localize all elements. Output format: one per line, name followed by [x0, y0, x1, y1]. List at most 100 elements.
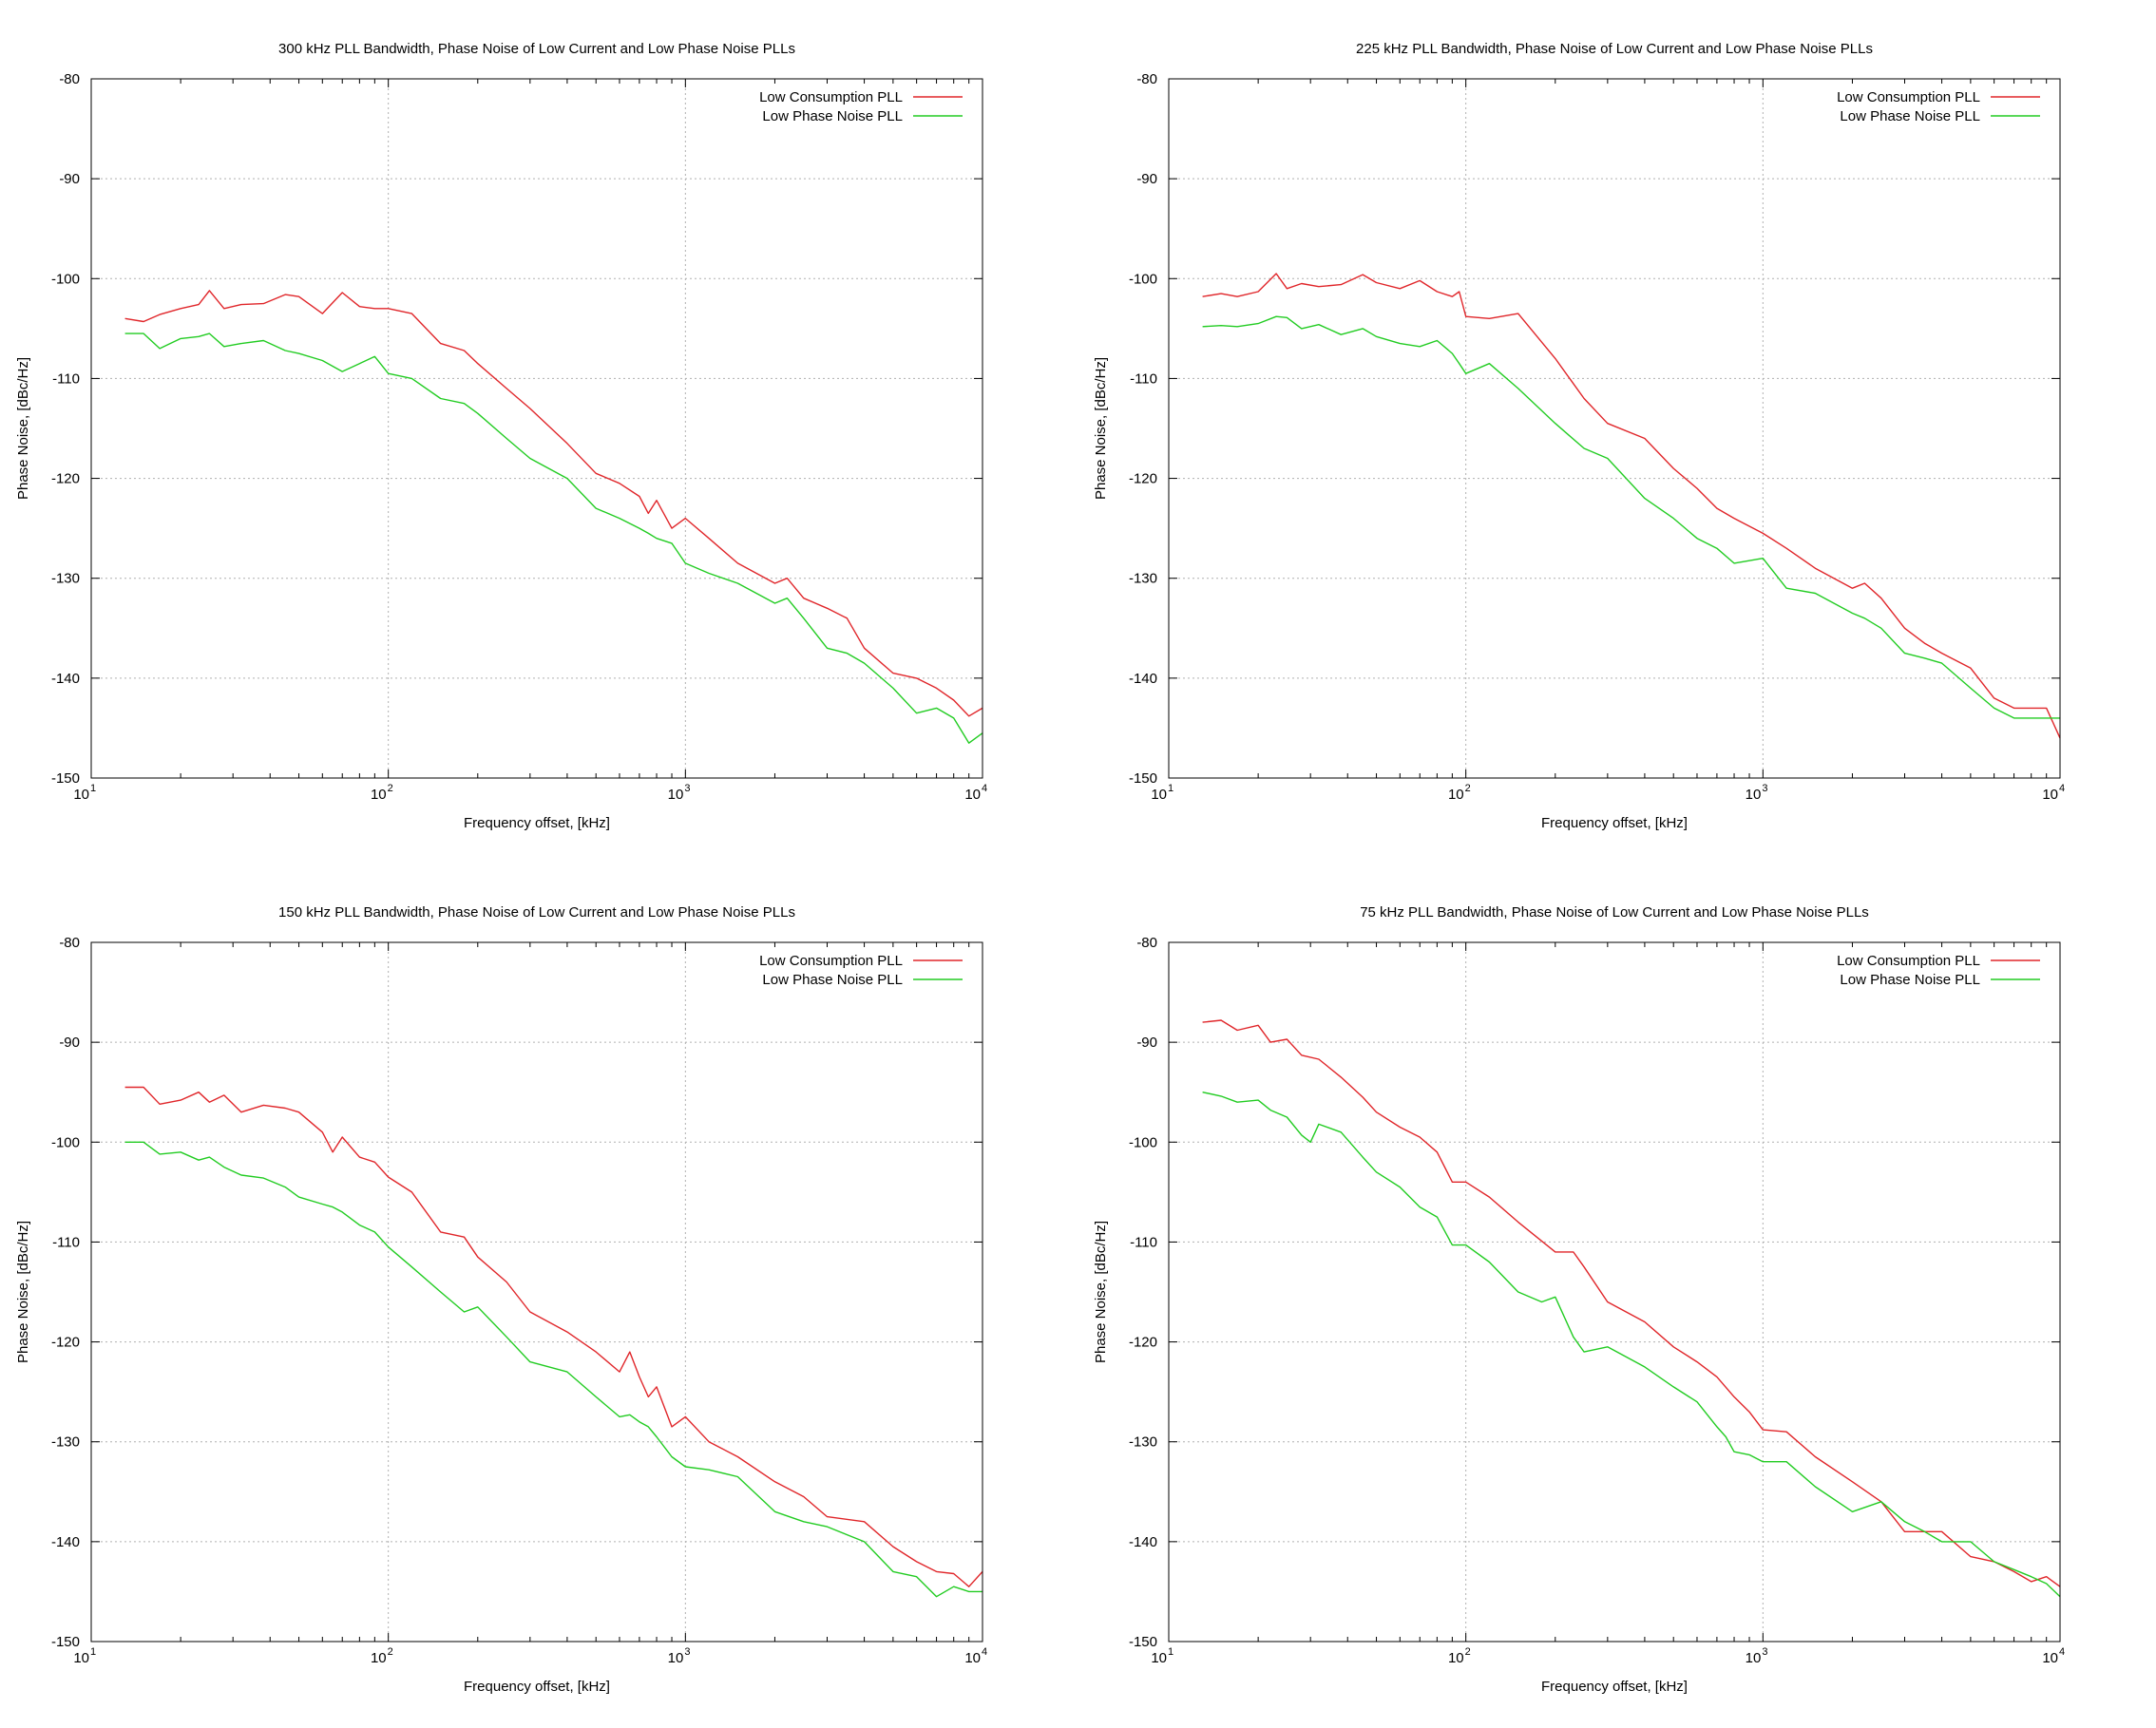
x-tick-exponent: 4: [2059, 1646, 2065, 1658]
x-tick-exponent: 3: [1762, 783, 1767, 794]
chart-panel-300khz: 300 kHz PLL Bandwidth, Phase Noise of Lo…: [0, 0, 1078, 864]
x-axis-label: Frequency offset, [kHz]: [464, 815, 610, 831]
x-tick-label: 10 4: [964, 783, 987, 803]
x-tick-exponent: 2: [388, 783, 393, 794]
chart-legend: Low Consumption PLL Low Phase Noise PLL: [1837, 89, 2040, 124]
x-tick-exponent: 1: [1168, 1646, 1173, 1658]
x-tick-exponent: 1: [90, 783, 96, 794]
chart-title: 150 kHz PLL Bandwidth, Phase Noise of Lo…: [278, 904, 795, 921]
chart-title: 225 kHz PLL Bandwidth, Phase Noise of Lo…: [1356, 41, 1873, 57]
x-tick-base: 10: [2042, 787, 2058, 803]
y-tick-label: -130: [51, 1434, 80, 1451]
legend-label: Low Phase Noise PLL: [1840, 972, 1980, 988]
x-tick-label: 10 2: [1448, 1646, 1471, 1666]
series-line-low-phase-noise-pll: [1202, 1092, 2061, 1598]
y-tick-label: -80: [1136, 71, 1157, 87]
y-tick-label: -150: [1129, 770, 1157, 787]
series-line-low-consumption-pll: [1202, 273, 2061, 739]
x-tick-exponent: 4: [982, 783, 987, 794]
x-tick-base: 10: [2042, 1650, 2058, 1666]
chart-title: 75 kHz PLL Bandwidth, Phase Noise of Low…: [1360, 904, 1869, 921]
y-tick-label: -140: [51, 1534, 80, 1550]
x-tick-base: 10: [371, 787, 387, 803]
phase-noise-chart-75khz: 75 kHz PLL Bandwidth, Phase Noise of Low…: [1093, 904, 2065, 1695]
series-line-low-phase-noise-pll: [124, 1141, 983, 1598]
phase-noise-chart-300khz: 300 kHz PLL Bandwidth, Phase Noise of Lo…: [15, 41, 987, 831]
plot-frame: [90, 78, 983, 779]
x-tick-exponent: 2: [388, 1646, 393, 1658]
series-line-low-phase-noise-pll: [1202, 315, 2060, 719]
chart-panel-75khz: 75 kHz PLL Bandwidth, Phase Noise of Low…: [1078, 864, 2155, 1727]
x-tick-exponent: 1: [1168, 783, 1173, 794]
x-tick-label: 10 2: [1448, 783, 1471, 803]
y-tick-label: -90: [1136, 171, 1157, 187]
x-tick-label: 10 3: [668, 1646, 691, 1666]
x-tick-base: 10: [1448, 1650, 1464, 1666]
plot-frame: [90, 941, 983, 1643]
x-axis-label: Frequency offset, [kHz]: [1541, 815, 1688, 831]
legend-label: Low Consumption PLL: [759, 953, 903, 969]
x-tick-label: 10 3: [1746, 783, 1768, 803]
x-tick-base: 10: [1746, 1650, 1762, 1666]
y-tick-label: -100: [51, 1134, 80, 1150]
phase-noise-chart-225khz: 225 kHz PLL Bandwidth, Phase Noise of Lo…: [1093, 41, 2065, 831]
chart-legend: Low Consumption PLL Low Phase Noise PLL: [1837, 953, 2040, 988]
y-tick-label: -120: [51, 1335, 80, 1351]
x-tick-base: 10: [1746, 787, 1762, 803]
y-tick-label: -100: [1129, 271, 1157, 287]
y-tick-label: -110: [1130, 1234, 1157, 1250]
x-tick-label: 10 1: [1151, 783, 1173, 803]
x-tick-base: 10: [73, 1650, 89, 1666]
y-tick-label: -130: [1129, 571, 1157, 587]
x-tick-exponent: 3: [684, 1646, 690, 1658]
y-tick-label: -140: [1129, 671, 1157, 687]
x-tick-exponent: 2: [1465, 1646, 1471, 1658]
x-tick-label: 10 1: [1151, 1646, 1173, 1666]
legend-label: Low Phase Noise PLL: [762, 108, 903, 124]
x-tick-label: 10 2: [371, 783, 393, 803]
y-tick-label: -110: [1130, 370, 1157, 387]
y-tick-label: -100: [51, 271, 80, 287]
chart-legend: Low Consumption PLL Low Phase Noise PLL: [759, 89, 963, 124]
x-tick-exponent: 1: [90, 1646, 96, 1658]
x-tick-base: 10: [371, 1650, 387, 1666]
x-axis-label: Frequency offset, [kHz]: [464, 1679, 610, 1695]
plot-frame: [1168, 78, 2061, 779]
y-tick-label: -80: [59, 935, 80, 951]
x-tick-base: 10: [1151, 1650, 1167, 1666]
y-tick-label: -100: [1129, 1134, 1157, 1150]
x-tick-base: 10: [964, 1650, 981, 1666]
legend-label: Low Consumption PLL: [759, 89, 903, 105]
x-tick-exponent: 4: [2059, 783, 2065, 794]
x-tick-label: 10 4: [2042, 783, 2065, 803]
legend-label: Low Consumption PLL: [1837, 953, 1980, 969]
y-tick-label: -80: [1136, 935, 1157, 951]
y-tick-label: -110: [52, 370, 80, 387]
x-tick-base: 10: [73, 787, 89, 803]
y-tick-label: -130: [51, 571, 80, 587]
x-tick-label: 10 3: [668, 783, 691, 803]
series-line-low-phase-noise-pll: [124, 332, 983, 744]
x-tick-label: 10 3: [1746, 1646, 1768, 1666]
y-tick-label: -150: [1129, 1634, 1157, 1650]
y-axis-label: Phase Noise, [dBc/Hz]: [1093, 1221, 1109, 1363]
series-line-low-consumption-pll: [124, 1086, 983, 1587]
y-axis-label: Phase Noise, [dBc/Hz]: [1093, 357, 1109, 500]
phase-noise-chart-150khz: 150 kHz PLL Bandwidth, Phase Noise of Lo…: [15, 904, 987, 1695]
x-tick-base: 10: [964, 787, 981, 803]
y-tick-label: -120: [1129, 471, 1157, 487]
y-tick-label: -130: [1129, 1434, 1157, 1451]
x-tick-base: 10: [668, 787, 684, 803]
y-tick-label: -110: [52, 1234, 80, 1250]
plot-frame: [1168, 941, 2061, 1643]
x-tick-base: 10: [1448, 787, 1464, 803]
y-tick-label: -90: [1136, 1035, 1157, 1051]
y-axis-label: Phase Noise, [dBc/Hz]: [15, 1221, 31, 1363]
y-tick-label: -140: [1129, 1534, 1157, 1550]
y-tick-label: -150: [51, 1634, 80, 1650]
y-axis-label: Phase Noise, [dBc/Hz]: [15, 357, 31, 500]
legend-label: Low Phase Noise PLL: [762, 972, 903, 988]
x-tick-base: 10: [1151, 787, 1167, 803]
x-tick-exponent: 3: [684, 783, 690, 794]
x-tick-label: 10 1: [73, 783, 96, 803]
